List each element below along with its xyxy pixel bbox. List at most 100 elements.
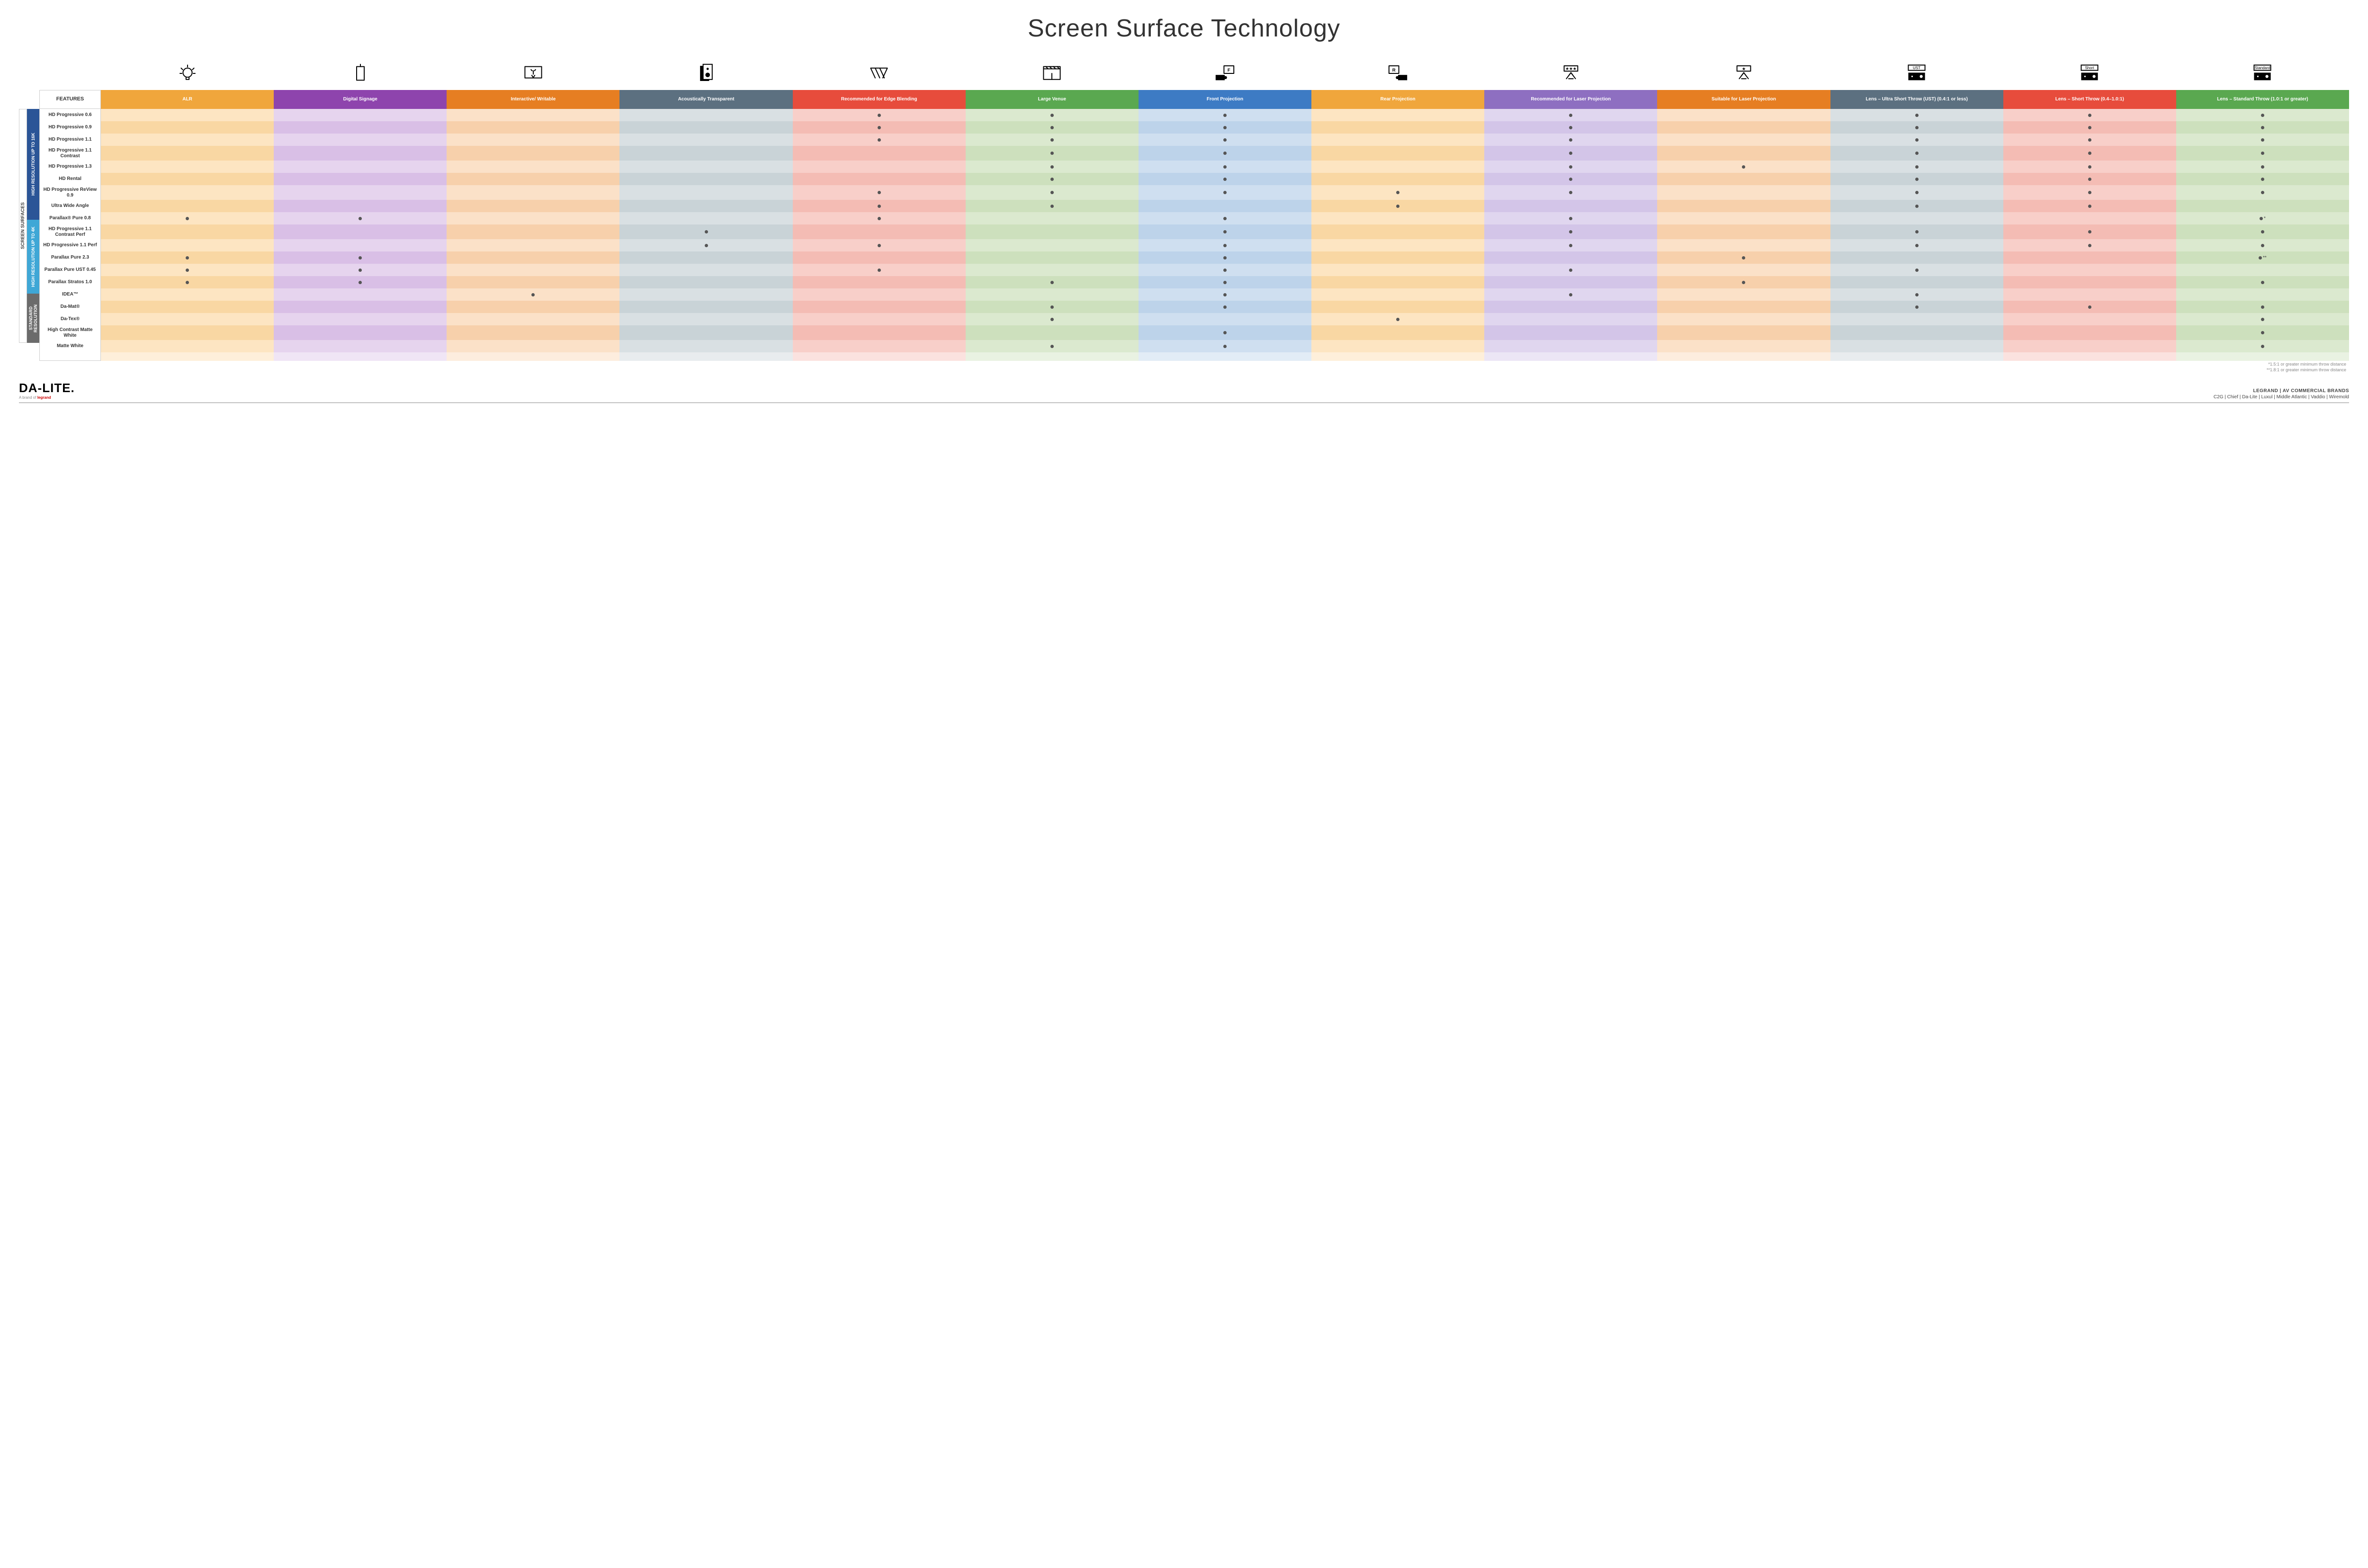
cell-rp: [1311, 161, 1484, 173]
row-label: Ultra Wide Angle: [39, 200, 101, 212]
dot-icon: [1569, 138, 1572, 142]
dot-icon: [1569, 152, 1572, 155]
dot-icon: [2261, 281, 2264, 284]
cell-edge: [793, 239, 966, 251]
cell-st: [2003, 121, 2176, 134]
row-label: HD Progressive 1.1 Perf: [39, 239, 101, 251]
cell-iw: [447, 161, 619, 173]
dot-icon: [1050, 152, 1054, 155]
row-label: HD Progressive 1.1 Contrast: [39, 146, 101, 161]
row-label: Parallax Pure UST 0.45: [39, 264, 101, 276]
cell-lv: [966, 134, 1139, 146]
cell-dsig: [274, 212, 447, 224]
dot-icon: [1050, 281, 1054, 284]
dot-icon: [1915, 230, 1919, 233]
cell-ust: [1830, 313, 2003, 325]
cell-iw: [447, 325, 619, 340]
cell-dsig: [274, 200, 447, 212]
dot-icon: [878, 217, 881, 220]
dot-icon: [1050, 165, 1054, 169]
icon-blank: [39, 57, 101, 90]
dot-icon: [1223, 165, 1227, 169]
cell-alr: [101, 161, 274, 173]
svg-text:R: R: [1392, 68, 1395, 73]
side-group-label: STANDARD RESOLUTION: [27, 294, 39, 343]
cell-std: [2176, 264, 2349, 276]
cell-st: [2003, 239, 2176, 251]
cell-rlp: [1484, 146, 1657, 161]
cell-rlp: [1484, 251, 1657, 264]
cell-fp: [1139, 161, 1311, 173]
cell-fp: [1139, 109, 1311, 121]
dot-icon: [2261, 165, 2264, 169]
cell-rp: [1311, 239, 1484, 251]
cell-fp: [1139, 276, 1311, 288]
iw-icon: [447, 57, 619, 90]
edge-icon: [793, 57, 966, 90]
dot-icon: [1050, 126, 1054, 129]
cell-lv: [966, 161, 1139, 173]
footer-right: LEGRAND | AV COMMERCIAL BRANDS C2G | Chi…: [2214, 388, 2349, 400]
cell-rlp: [1484, 212, 1657, 224]
spacer: [39, 352, 101, 361]
dot-icon: [359, 217, 362, 220]
cell-rp: [1311, 288, 1484, 301]
cell-rp: [1311, 340, 1484, 352]
dot-icon: [2261, 138, 2264, 142]
cell-edge: [793, 200, 966, 212]
dot-icon: [1569, 269, 1572, 272]
dot-icon: [531, 293, 535, 296]
cell-std: [2176, 288, 2349, 301]
cell-lv: [966, 109, 1139, 121]
cell-ust: [1830, 161, 2003, 173]
cell-ust: [1830, 200, 2003, 212]
dot-icon: [1915, 126, 1919, 129]
footer-line2: C2G | Chief | Da-Lite | Luxul | Middle A…: [2214, 394, 2349, 400]
cell-at: [619, 173, 792, 185]
spacer-cell: [2003, 352, 2176, 361]
cell-ust: [1830, 325, 2003, 340]
cell-at: [619, 288, 792, 301]
cell-lv: [966, 185, 1139, 200]
cell-st: [2003, 251, 2176, 264]
cell-std: *: [2176, 212, 2349, 224]
dot-icon: [1396, 191, 1399, 194]
footer: DA-LITE. A brand of legrand LEGRAND | AV…: [19, 381, 2349, 403]
dot-icon: [1742, 165, 1745, 169]
cell-st: [2003, 313, 2176, 325]
cell-lv: [966, 146, 1139, 161]
cell-std: [2176, 146, 2349, 161]
cell-fp: [1139, 251, 1311, 264]
footnotes: *1.5:1 or greater minimum throw distance…: [19, 361, 2349, 372]
cell-std: [2176, 224, 2349, 239]
cell-rlp: [1484, 185, 1657, 200]
dot-icon: [2088, 230, 2091, 233]
cell-iw: [447, 251, 619, 264]
cell-ust: [1830, 212, 2003, 224]
cell-lv: [966, 301, 1139, 313]
spacer-cell: [1830, 352, 2003, 361]
cell-at: [619, 146, 792, 161]
dot-icon: [1915, 205, 1919, 208]
cell-st: [2003, 325, 2176, 340]
cell-iw: [447, 200, 619, 212]
cell-st: [2003, 276, 2176, 288]
cell-std: [2176, 161, 2349, 173]
features-header: FEATURES: [39, 90, 101, 109]
page-title: Screen Surface Technology: [19, 14, 2349, 43]
cell-slp: [1657, 288, 1830, 301]
dot-icon: [1050, 191, 1054, 194]
cell-edge: [793, 301, 966, 313]
cell-fp: [1139, 200, 1311, 212]
cell-ust: [1830, 239, 2003, 251]
cell-std: [2176, 134, 2349, 146]
cell-lv: [966, 251, 1139, 264]
svg-text:★★★: ★★★: [1565, 66, 1577, 71]
svg-text:F: F: [1228, 68, 1230, 73]
row-label: HD Progressive 1.1: [39, 134, 101, 146]
dot-icon: [2261, 152, 2264, 155]
row-label: Parallax Pure 2.3: [39, 251, 101, 264]
cell-iw: [447, 212, 619, 224]
cell-st: [2003, 161, 2176, 173]
rlp-header: Recommended for Laser Projection: [1484, 90, 1657, 109]
